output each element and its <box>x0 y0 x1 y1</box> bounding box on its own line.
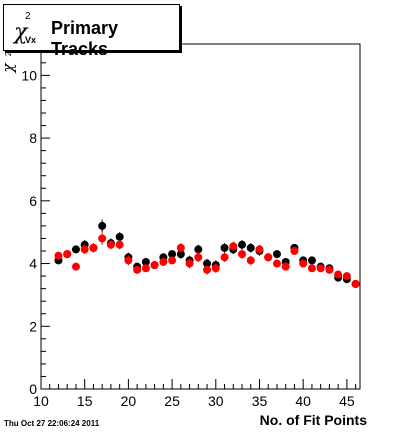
data-point <box>238 250 247 259</box>
data-point <box>168 250 177 259</box>
x-tick-label: 15 <box>77 393 93 409</box>
plot-frame <box>40 43 361 390</box>
data-point <box>272 250 281 259</box>
data-point <box>238 240 247 249</box>
x-tick-label: 25 <box>164 393 180 409</box>
timestamp: Thu Oct 27 22:06:24 2011 <box>4 419 100 428</box>
data-point <box>203 259 212 268</box>
data-point <box>325 265 334 274</box>
y-tick-label: 8 <box>29 130 37 146</box>
data-point <box>334 270 343 279</box>
data-point <box>133 265 142 274</box>
data-point <box>124 256 133 265</box>
y-tick-label: 2 <box>29 318 37 334</box>
data-point <box>80 245 89 254</box>
data-point <box>194 245 203 254</box>
data-point <box>141 264 150 273</box>
data-point <box>63 250 72 259</box>
data-point <box>220 253 229 262</box>
x-tick-label: 20 <box>121 393 137 409</box>
series-0 <box>54 219 360 288</box>
y-tick-label: 0 <box>29 381 37 397</box>
data-point <box>264 253 273 262</box>
data-point <box>71 262 80 271</box>
data-point <box>54 251 63 260</box>
title-subscript: Vx <box>25 35 37 45</box>
x-axis-label: No. of Fit Points <box>259 412 367 428</box>
data-point <box>281 262 290 271</box>
x-tick-label: 45 <box>339 393 355 409</box>
plot-border <box>40 43 361 390</box>
x-tick-label: 30 <box>208 393 224 409</box>
data-point <box>307 264 316 273</box>
data-point <box>203 265 212 274</box>
data-point <box>220 243 229 252</box>
data-point <box>115 240 124 249</box>
x-tick-label: 40 <box>295 393 311 409</box>
data-point <box>255 245 264 254</box>
x-tick-label: 10 <box>33 393 49 409</box>
data-point <box>229 242 238 251</box>
y-tick-label: 4 <box>29 256 37 272</box>
title-box: χ 2 Vx Primary Tracks <box>3 4 180 59</box>
y-axis: 0 2 4 6 8 10 <box>21 49 50 397</box>
data-point <box>168 256 177 265</box>
data-point <box>194 253 203 262</box>
data-point <box>115 232 124 241</box>
data-point <box>307 256 316 265</box>
y-axis-label: 2 χ <box>0 48 18 84</box>
y-axis-label-symbol: χ <box>4 63 17 74</box>
data-point <box>159 257 168 266</box>
data-point <box>342 272 351 281</box>
data-point <box>351 279 360 288</box>
data-point <box>316 264 325 273</box>
data-point <box>246 243 255 252</box>
data-point <box>71 245 80 254</box>
data-point <box>299 259 308 268</box>
data-point <box>246 256 255 265</box>
data-point <box>150 261 159 270</box>
data-point <box>185 259 194 268</box>
x-axis: 10 15 20 25 30 35 40 45 <box>33 379 357 409</box>
title-chi-symbol: χ <box>14 20 28 45</box>
data-point <box>176 250 185 259</box>
data-point <box>176 243 185 252</box>
data-point <box>106 240 115 249</box>
data-point <box>89 243 98 252</box>
data-point <box>272 259 281 268</box>
data-point <box>98 234 107 243</box>
y-axis-label-superscript: 2 <box>4 51 13 56</box>
title-superscript: 2 <box>25 11 31 22</box>
y-tick-label: 10 <box>21 67 37 83</box>
data-markers <box>54 219 360 288</box>
series-1 <box>54 232 360 288</box>
data-point <box>290 247 299 255</box>
data-point <box>98 221 107 230</box>
title-text: Primary Tracks <box>51 18 119 59</box>
x-tick-label: 35 <box>252 393 268 409</box>
data-point <box>141 257 150 266</box>
data-point <box>211 264 220 273</box>
y-tick-label: 6 <box>29 193 37 209</box>
